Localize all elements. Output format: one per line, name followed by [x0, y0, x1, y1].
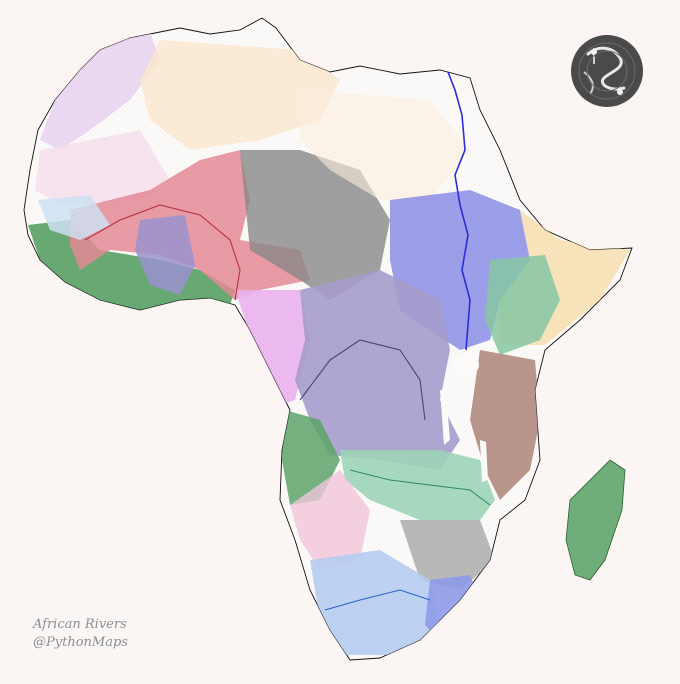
nile-river — [447, 71, 471, 351]
niger-river — [84, 204, 241, 301]
orange-river — [324, 589, 431, 611]
zambezi-river — [349, 469, 491, 506]
pythonmaps-logo-icon — [571, 35, 643, 107]
lake-malawi — [480, 440, 488, 482]
lake-victoria — [453, 354, 479, 376]
caption-title: African Rivers — [33, 617, 127, 632]
caption-handle: @PythonMaps — [33, 635, 128, 650]
lake-tanganyika — [440, 390, 450, 445]
congo-river — [299, 339, 426, 421]
map-caption: African Rivers @PythonMaps — [33, 616, 128, 652]
madagascar — [565, 459, 626, 581]
